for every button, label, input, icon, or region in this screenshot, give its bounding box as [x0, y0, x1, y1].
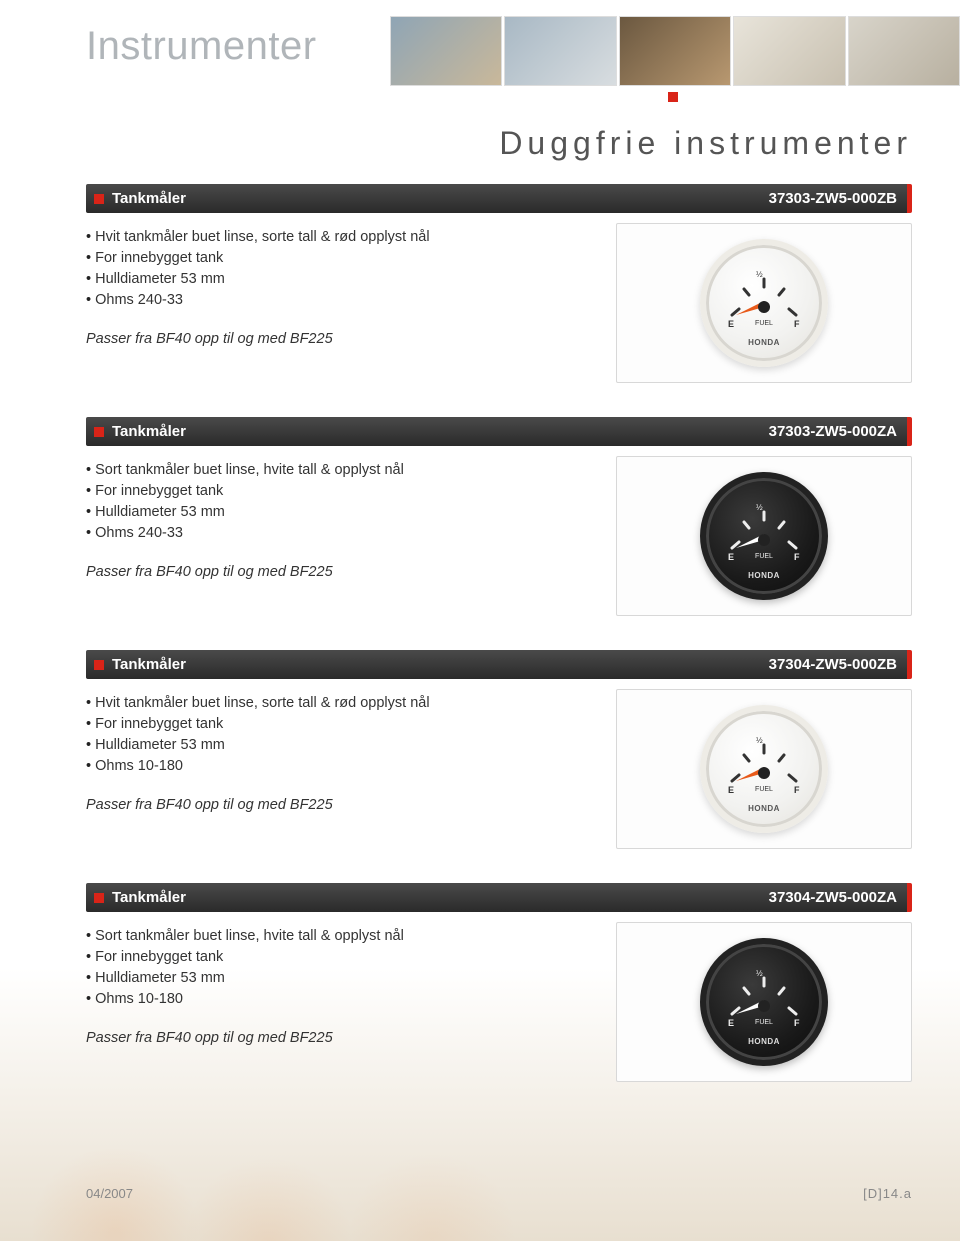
- svg-text:F: F: [794, 552, 800, 562]
- product-bullet: For innebygget tank: [86, 481, 592, 502]
- banner-photo: [619, 16, 731, 86]
- gauge-brand-label: HONDA: [748, 338, 780, 347]
- product-block: Tankmåler 37303-ZW5-000ZA Sort tankmåler…: [86, 417, 912, 616]
- banner-photo: [504, 16, 616, 86]
- product-fit-note: Passer fra BF40 opp til og med BF225: [86, 795, 592, 816]
- product-image-box: E F ½ FUEL HONDA: [616, 456, 912, 616]
- product-bullet-list: Hvit tankmåler buet linse, sorte tall & …: [86, 693, 592, 777]
- product-image-box: E F ½ FUEL HONDA: [616, 223, 912, 383]
- svg-text:½: ½: [756, 503, 763, 512]
- svg-text:F: F: [794, 319, 800, 329]
- banner-photo: [733, 16, 845, 86]
- product-title-bar: Tankmåler 37303-ZW5-000ZA: [86, 417, 912, 446]
- product-partno: 37303-ZW5-000ZA: [769, 423, 897, 440]
- svg-text:E: E: [728, 785, 734, 795]
- svg-text:FUEL: FUEL: [755, 553, 773, 560]
- product-bullet: Sort tankmåler buet linse, hvite tall & …: [86, 460, 592, 481]
- svg-text:F: F: [794, 785, 800, 795]
- bar-marker-icon: [94, 660, 104, 670]
- svg-text:FUEL: FUEL: [755, 786, 773, 793]
- product-image-box: E F ½ FUEL HONDA: [616, 922, 912, 1082]
- product-name: Tankmåler: [112, 190, 186, 207]
- product-description: Sort tankmåler buet linse, hvite tall & …: [86, 456, 592, 616]
- product-name: Tankmåler: [112, 889, 186, 906]
- product-block: Tankmåler 37304-ZW5-000ZB Hvit tankmåler…: [86, 650, 912, 849]
- product-description: Hvit tankmåler buet linse, sorte tall & …: [86, 223, 592, 383]
- product-bullet: Sort tankmåler buet linse, hvite tall & …: [86, 926, 592, 947]
- page-subtitle: Duggfrie instrumenter: [86, 125, 912, 162]
- product-bullet: Ohms 240-33: [86, 290, 592, 311]
- gauge-brand-label: HONDA: [748, 804, 780, 813]
- product-bullet: Hulldiameter 53 mm: [86, 269, 592, 290]
- product-bullet: For innebygget tank: [86, 947, 592, 968]
- header-banner: [390, 16, 960, 86]
- decorative-square-icon: [668, 92, 678, 102]
- product-partno: 37304-ZW5-000ZB: [769, 656, 897, 673]
- svg-text:½: ½: [756, 969, 763, 978]
- product-name: Tankmåler: [112, 423, 186, 440]
- gauge-icon: E F ½ FUEL HONDA: [700, 472, 828, 600]
- bar-marker-icon: [94, 427, 104, 437]
- product-title-bar: Tankmåler 37304-ZW5-000ZA: [86, 883, 912, 912]
- product-bullet: Hvit tankmåler buet linse, sorte tall & …: [86, 693, 592, 714]
- product-block: Tankmåler 37303-ZW5-000ZB Hvit tankmåler…: [86, 184, 912, 383]
- product-bullet: Hulldiameter 53 mm: [86, 502, 592, 523]
- svg-text:½: ½: [756, 270, 763, 279]
- product-bullet-list: Sort tankmåler buet linse, hvite tall & …: [86, 926, 592, 1010]
- gauge-icon: E F ½ FUEL HONDA: [700, 705, 828, 833]
- product-bullet: Ohms 10-180: [86, 756, 592, 777]
- bar-marker-icon: [94, 194, 104, 204]
- gauge-icon: E F ½ FUEL HONDA: [700, 938, 828, 1066]
- svg-text:FUEL: FUEL: [755, 1019, 773, 1026]
- gauge-icon: E F ½ FUEL HONDA: [700, 239, 828, 367]
- product-block: Tankmåler 37304-ZW5-000ZA Sort tankmåler…: [86, 883, 912, 1082]
- product-bullet: Hvit tankmåler buet linse, sorte tall & …: [86, 227, 592, 248]
- svg-text:F: F: [794, 1018, 800, 1028]
- product-title-bar: Tankmåler 37303-ZW5-000ZB: [86, 184, 912, 213]
- bar-marker-icon: [94, 893, 104, 903]
- product-list: Tankmåler 37303-ZW5-000ZB Hvit tankmåler…: [86, 184, 912, 1082]
- svg-text:½: ½: [756, 736, 763, 745]
- banner-photo: [390, 16, 502, 86]
- product-bullet: Ohms 10-180: [86, 989, 592, 1010]
- svg-text:E: E: [728, 1018, 734, 1028]
- product-bullet: Hulldiameter 53 mm: [86, 735, 592, 756]
- banner-photo: [848, 16, 960, 86]
- product-name: Tankmåler: [112, 656, 186, 673]
- svg-text:FUEL: FUEL: [755, 320, 773, 327]
- svg-text:E: E: [728, 552, 734, 562]
- product-title-bar: Tankmåler 37304-ZW5-000ZB: [86, 650, 912, 679]
- product-fit-note: Passer fra BF40 opp til og med BF225: [86, 329, 592, 350]
- product-bullet: For innebygget tank: [86, 248, 592, 269]
- footer-date: 04/2007: [86, 1186, 133, 1201]
- product-image-box: E F ½ FUEL HONDA: [616, 689, 912, 849]
- page-footer: 04/2007 [D]14.a: [86, 1186, 912, 1201]
- product-bullet: Ohms 240-33: [86, 523, 592, 544]
- footer-page-number: [D]14.a: [863, 1186, 912, 1201]
- product-partno: 37303-ZW5-000ZB: [769, 190, 897, 207]
- product-description: Hvit tankmåler buet linse, sorte tall & …: [86, 689, 592, 849]
- product-bullet-list: Sort tankmåler buet linse, hvite tall & …: [86, 460, 592, 544]
- product-bullet: Hulldiameter 53 mm: [86, 968, 592, 989]
- product-fit-note: Passer fra BF40 opp til og med BF225: [86, 1028, 592, 1049]
- gauge-brand-label: HONDA: [748, 571, 780, 580]
- product-fit-note: Passer fra BF40 opp til og med BF225: [86, 562, 592, 583]
- product-description: Sort tankmåler buet linse, hvite tall & …: [86, 922, 592, 1082]
- product-partno: 37304-ZW5-000ZA: [769, 889, 897, 906]
- product-bullet-list: Hvit tankmåler buet linse, sorte tall & …: [86, 227, 592, 311]
- page-content: Instrumenter Duggfrie instrumenter Tankm…: [0, 0, 960, 1156]
- svg-text:E: E: [728, 319, 734, 329]
- product-bullet: For innebygget tank: [86, 714, 592, 735]
- gauge-brand-label: HONDA: [748, 1037, 780, 1046]
